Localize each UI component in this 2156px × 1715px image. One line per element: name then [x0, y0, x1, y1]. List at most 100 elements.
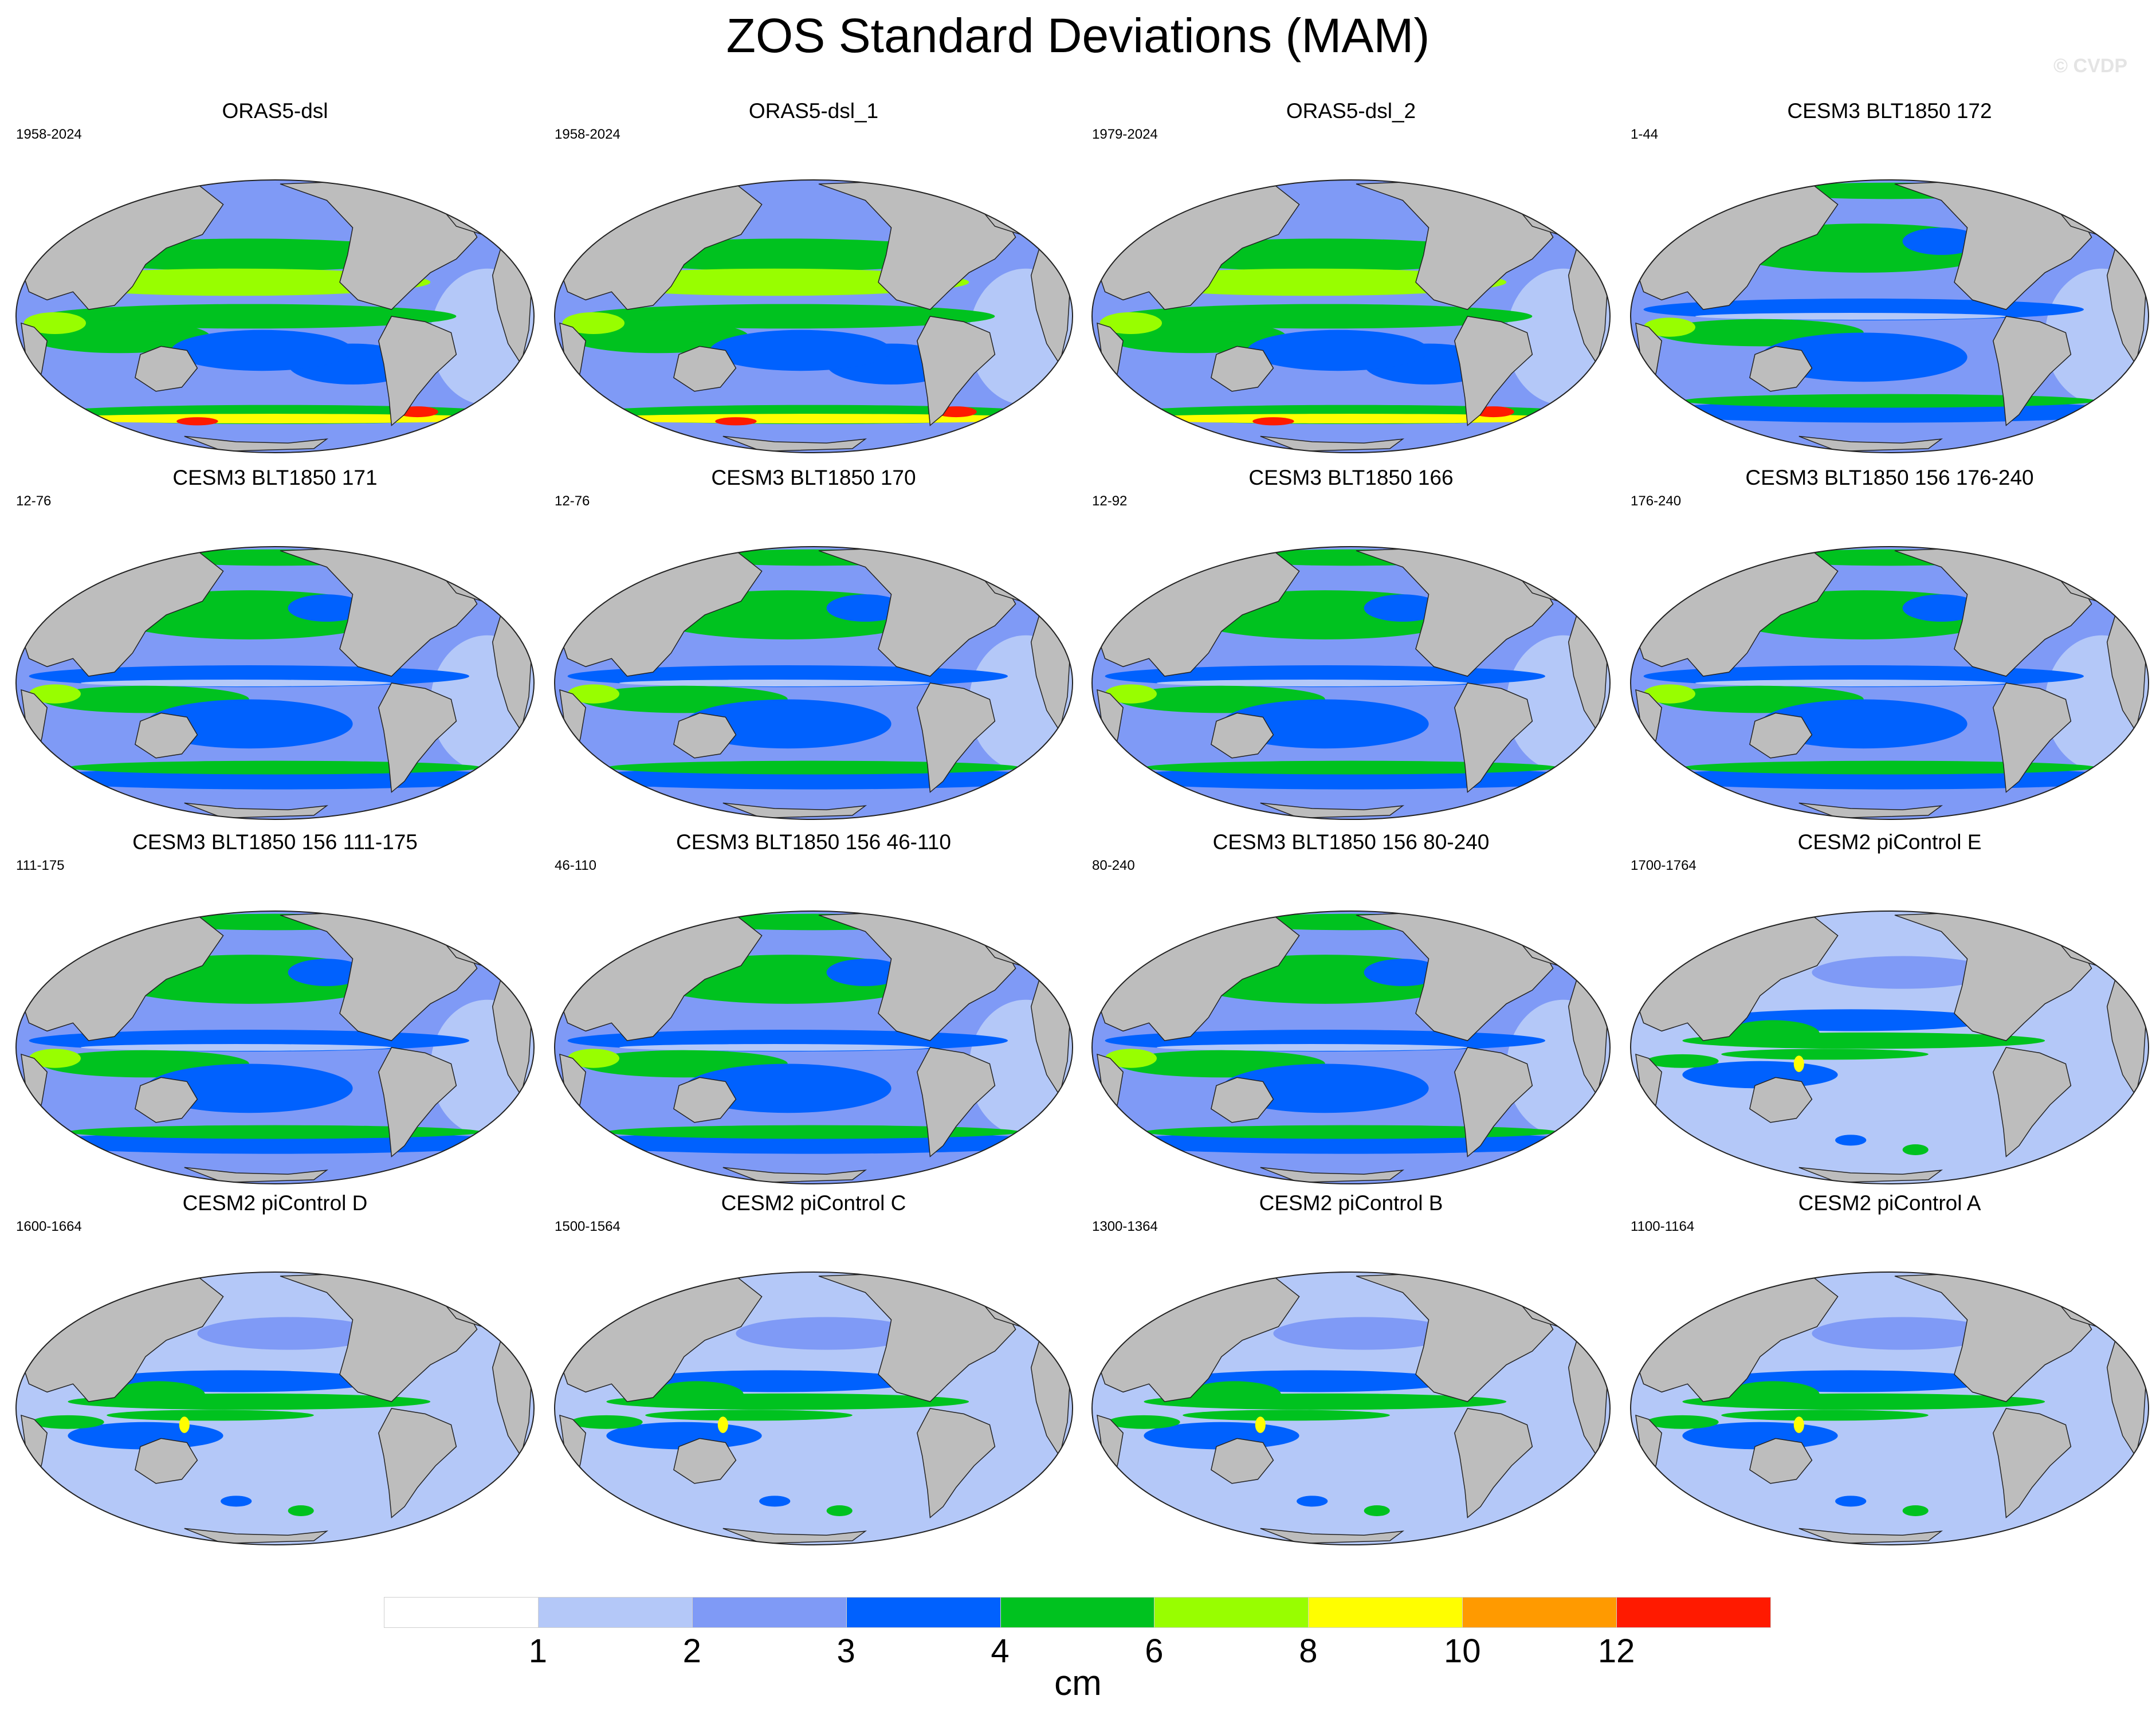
variability-band — [23, 312, 87, 334]
colorbar-swatch — [384, 1597, 539, 1628]
colorbar-tick-label: 1 — [528, 1632, 548, 1670]
variability-band — [645, 1410, 853, 1421]
colorbar-swatch — [1616, 1597, 1771, 1628]
world-map — [1630, 911, 2149, 1184]
watermark: © CVDP — [2053, 55, 2127, 77]
panel-year-range: 176-240 — [1631, 493, 1682, 509]
colorbar-swatch — [537, 1597, 693, 1628]
variability-band — [826, 959, 905, 986]
panel-title: ORAS5-dsl_2 — [1286, 99, 1416, 123]
continent-south-america — [1454, 1047, 1533, 1157]
variability-band — [1183, 1410, 1390, 1421]
map-panel: CESM3 BLT1850 166 12-92 — [1082, 465, 1620, 832]
variability-band — [1721, 1049, 1929, 1060]
colorbar-tick-label: 2 — [682, 1632, 701, 1670]
variability-band — [1902, 1505, 1929, 1517]
continent-australia — [1749, 346, 1813, 392]
map-outline — [1091, 911, 1611, 1184]
colorbar-tick-label: 8 — [1299, 1632, 1318, 1670]
variability-band — [197, 1317, 379, 1350]
variability-band — [717, 1416, 728, 1433]
variability-band — [1188, 1381, 1281, 1408]
continent-south-america — [917, 316, 996, 426]
panel-title: CESM3 BLT1850 171 — [172, 466, 378, 489]
map-outline — [15, 179, 535, 453]
map-outline — [1630, 1271, 2149, 1545]
variability-band — [1108, 1415, 1180, 1429]
variability-band — [570, 1415, 643, 1429]
variability-band — [826, 1505, 853, 1517]
variability-band — [179, 1416, 190, 1433]
world-map — [1091, 179, 1611, 453]
panel-title: CESM3 BLT1850 156 46-110 — [676, 830, 951, 854]
variability-band — [1902, 227, 1981, 255]
map-panel: CESM3 BLT1850 170 12-76 — [544, 465, 1083, 832]
map-outline — [554, 1271, 1073, 1545]
world-map — [1091, 1271, 1611, 1545]
continent-south-america — [378, 1408, 457, 1518]
world-map — [15, 911, 535, 1184]
panel-title: CESM2 piControl A — [1798, 1191, 1981, 1215]
variability-band — [1695, 680, 2006, 686]
colorbar-tick-label: 6 — [1145, 1632, 1164, 1670]
variability-band — [1695, 313, 2006, 320]
continent-south-america — [1454, 316, 1533, 426]
variability-band — [1793, 1055, 1804, 1072]
map-panel: CESM3 BLT1850 156 111-175 111-175 — [6, 830, 544, 1196]
variability-band — [1902, 594, 1981, 622]
variability-band — [650, 1381, 744, 1408]
panel-title: CESM3 BLT1850 166 — [1248, 466, 1454, 489]
variability-band — [1812, 1317, 1993, 1350]
variability-band — [1252, 417, 1294, 426]
panel-title: CESM3 BLT1850 170 — [711, 466, 916, 489]
world-map — [1091, 546, 1611, 820]
variability-band — [1105, 684, 1157, 704]
variability-band — [221, 1496, 252, 1507]
continent-south-america — [378, 316, 457, 426]
variability-band — [567, 684, 619, 704]
variability-band — [826, 594, 905, 622]
panel-title: CESM2 piControl C — [721, 1191, 906, 1215]
panel-title: CESM3 BLT1850 156 80-240 — [1212, 830, 1490, 854]
continent-australia — [1211, 1438, 1274, 1484]
continent-australia — [1749, 1438, 1813, 1484]
map-panel: CESM2 piControl B 1300-1364 — [1082, 1191, 1620, 1557]
variability-band — [145, 699, 353, 749]
variability-band — [32, 1415, 104, 1429]
variability-band — [606, 760, 1021, 775]
variability-band — [1682, 394, 2097, 408]
colorbar-swatch — [1154, 1597, 1309, 1628]
variability-band — [1247, 329, 1429, 371]
panel-year-range: 1979-2024 — [1092, 127, 1158, 142]
panel-title: CESM3 BLT1850 172 — [1787, 99, 1992, 123]
map-panel: CESM2 piControl A 1100-1164 — [1620, 1191, 2156, 1557]
continent-south-america — [1993, 316, 2072, 426]
continent-south-america — [378, 682, 457, 793]
colorbar — [384, 1597, 1771, 1631]
variability-band — [1643, 684, 1695, 704]
panel-year-range: 1500-1564 — [555, 1219, 621, 1234]
variability-band — [1835, 1135, 1867, 1146]
variability-band — [29, 684, 81, 704]
map-outline — [554, 911, 1073, 1184]
world-map — [1630, 179, 2149, 453]
page-title: ZOS Standard Deviations (MAM) — [726, 9, 1430, 62]
variability-band — [1760, 699, 1968, 749]
variability-band — [1144, 1125, 1558, 1139]
world-map — [15, 179, 535, 453]
map-panel: ORAS5-dsl 1958-2024 — [6, 99, 544, 465]
panel-year-range: 1100-1164 — [1631, 1219, 1695, 1234]
continent-south-america — [1454, 682, 1533, 793]
continent-australia — [135, 1077, 198, 1123]
variability-band — [1643, 317, 1695, 337]
variability-band — [1222, 699, 1429, 749]
continent-australia — [1211, 712, 1274, 759]
variability-band — [710, 329, 892, 371]
continent-south-america — [1993, 1408, 2072, 1518]
variability-band — [1726, 1381, 1820, 1408]
panel-year-range: 80-240 — [1092, 858, 1135, 873]
variability-band — [619, 1044, 930, 1051]
panel-title: CESM2 piControl B — [1259, 1191, 1443, 1215]
variability-band — [1364, 959, 1442, 986]
variability-band — [1157, 680, 1468, 686]
